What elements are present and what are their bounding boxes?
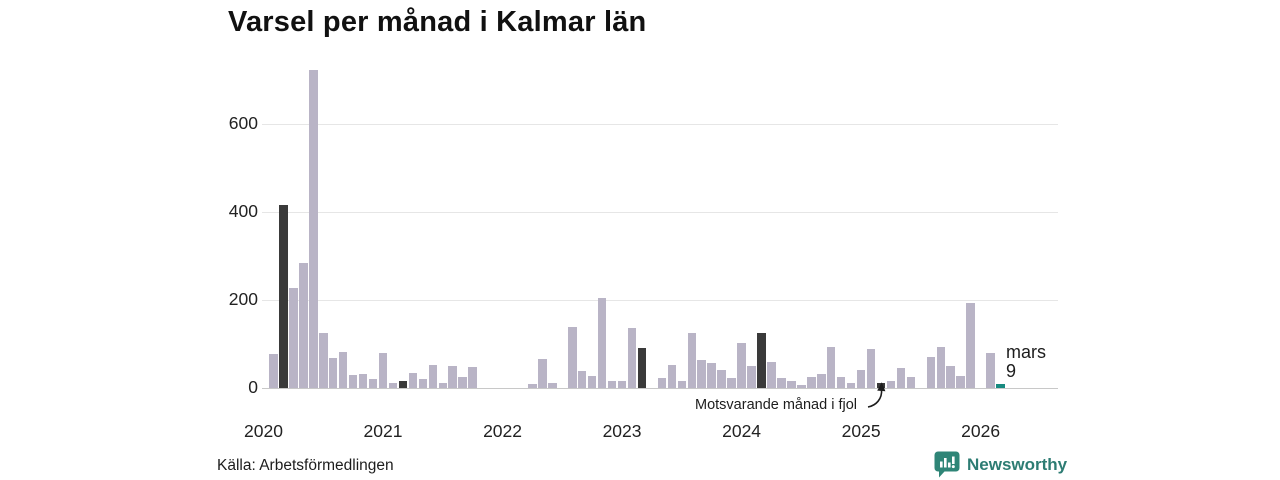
bar-2020-12: [368, 378, 378, 388]
newsworthy-logo-icon: [934, 451, 960, 478]
x-tick-label: 2025: [841, 421, 881, 441]
bar-2022-12: [607, 381, 617, 388]
bar-2023-5: [657, 377, 667, 388]
bar-2024-3: [757, 332, 766, 388]
y-tick-label: 400: [228, 201, 258, 221]
bar-2023-9: [697, 359, 706, 388]
bar-2025-2: [866, 349, 876, 388]
bar-2023-7: [677, 380, 687, 388]
x-tick-label: 2023: [602, 421, 642, 441]
bar-2020-6: [309, 69, 318, 388]
bar-2020-5: [299, 263, 308, 388]
bar-2024-2: [747, 365, 756, 388]
bar-2020-4: [289, 288, 298, 388]
x-tick-label: 2022: [483, 421, 522, 441]
bar-2023-2: [627, 328, 637, 388]
bar-2021-3: [398, 380, 408, 388]
bar-2023-11: [717, 369, 726, 388]
gridline: [262, 212, 1058, 213]
gridline: [262, 388, 1058, 389]
bar-2020-9: [338, 352, 348, 388]
bar-2025-11: [956, 375, 965, 388]
bar-2023-6: [667, 364, 677, 388]
bar-2021-8: [448, 366, 457, 388]
bar-2025-5: [896, 368, 906, 388]
bar-2021-10: [468, 367, 477, 388]
x-tick-label: 2021: [363, 421, 403, 441]
y-tick-label: 0: [248, 377, 258, 397]
bar-2021-9: [458, 376, 467, 388]
bar-2025-8: [926, 357, 936, 388]
bar-2025-4: [886, 381, 896, 388]
y-tick-label: 200: [228, 289, 258, 309]
gridline: [262, 124, 1058, 125]
bar-2023-3: [637, 348, 647, 388]
current-point-label: mars 9: [1006, 343, 1046, 381]
bar-2021-4: [408, 372, 418, 388]
bar-2020-3: [279, 205, 288, 388]
bar-2025-9: [936, 347, 946, 388]
bar-2024-4: [767, 361, 776, 388]
bar-2021-6: [428, 364, 438, 388]
bar-2020-11: [358, 373, 368, 388]
brand-name: Newsworthy: [967, 454, 1068, 474]
bar-2020-7: [319, 333, 328, 388]
x-tick-label: 2020: [244, 421, 283, 441]
bar-2024-10: [826, 346, 836, 388]
curved-arrow-up-icon: [867, 382, 886, 408]
bar-2020-8: [328, 358, 338, 388]
brand-lockup: Newsworthy: [934, 451, 1067, 478]
bar-2022-10: [587, 375, 597, 388]
bar-2022-11: [597, 297, 607, 388]
bar-2021-5: [418, 379, 428, 388]
y-tick-label: 600: [228, 113, 258, 133]
current-month-label: mars: [1006, 342, 1046, 362]
bar-2026-3: [996, 384, 1005, 388]
x-tick-label: 2026: [961, 421, 1001, 441]
bar-2022-8: [568, 327, 577, 388]
bar-2024-5: [777, 377, 786, 388]
bar-2026-2: [986, 353, 995, 388]
bar-2023-8: [687, 332, 697, 388]
bar-2024-6: [787, 380, 796, 388]
bar-2024-12: [846, 383, 856, 388]
bar-2020-10: [348, 374, 358, 388]
bar-2024-11: [836, 377, 846, 388]
gridline: [262, 300, 1058, 301]
bar-2025-10: [946, 365, 955, 388]
bar-2025-6: [906, 377, 916, 388]
bar-2023-12: [727, 377, 736, 388]
source-label: Källa: Arbetsförmedlingen: [217, 457, 394, 474]
bar-2024-9: [817, 373, 826, 388]
bar-2022-5: [538, 359, 547, 388]
annotation-label: Motsvarande månad i fjol: [695, 397, 857, 413]
bar-2021-1: [378, 352, 388, 388]
bar-2024-8: [807, 377, 816, 388]
bar-2022-9: [577, 371, 587, 388]
bar-2022-6: [548, 383, 557, 388]
bar-2024-1: [737, 343, 746, 388]
bar-2021-2: [388, 383, 398, 388]
current-value-label: 9: [1006, 361, 1017, 381]
chart-title: Varsel per månad i Kalmar län: [228, 6, 647, 38]
bar-2021-7: [438, 382, 448, 388]
bar-2024-7: [797, 384, 806, 388]
bar-2025-12: [966, 303, 975, 388]
bar-2023-10: [707, 362, 716, 388]
x-tick-label: 2024: [722, 421, 762, 441]
bar-2022-4: [528, 383, 537, 388]
bar-2023-1: [617, 381, 627, 388]
bar-2020-2: [269, 353, 278, 388]
bar-2025-1: [856, 370, 866, 388]
